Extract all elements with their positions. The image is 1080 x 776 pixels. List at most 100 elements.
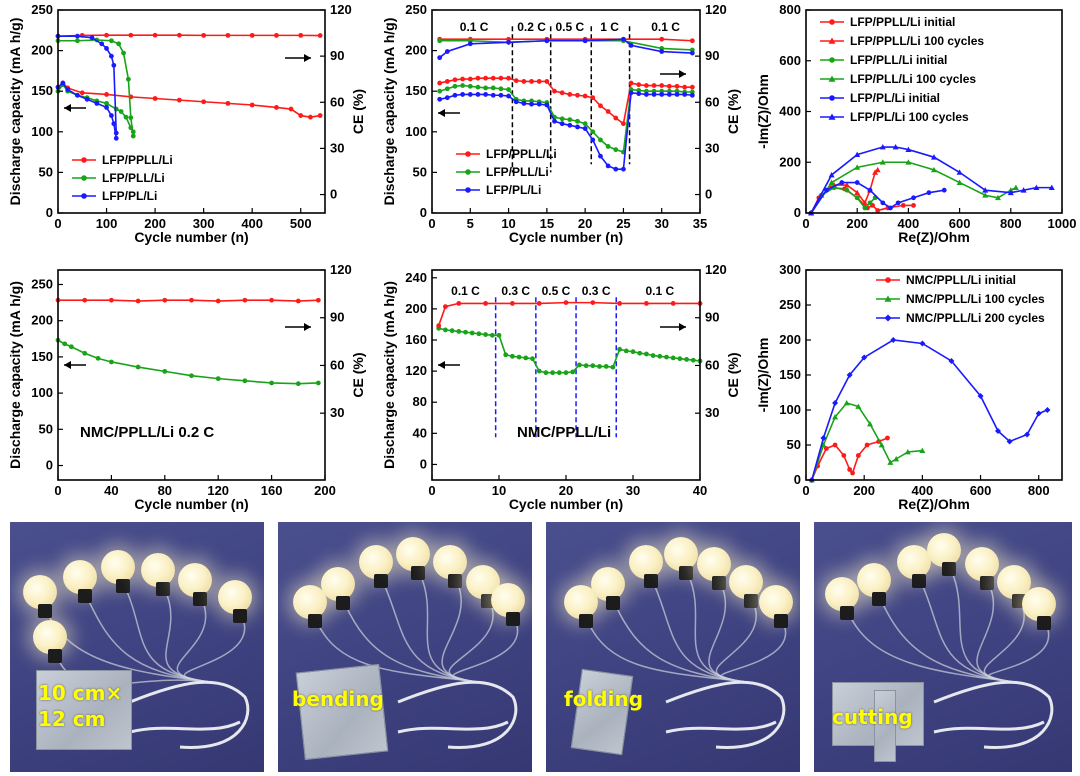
data-point (437, 88, 443, 94)
y-tick-label: 160 (405, 332, 427, 347)
data-point (104, 32, 109, 38)
series-line (438, 327, 701, 374)
photo-flat-pouch: 10 cm× 12 cm (10, 522, 264, 772)
legend-label: NMC/PPLL/Li 200 cycles (906, 311, 1045, 325)
legend-marker (829, 19, 835, 25)
data-point (690, 357, 696, 363)
data-point (1020, 187, 1027, 193)
series-nmc-ppll-li (436, 325, 703, 376)
plot-frame (431, 9, 701, 214)
rate-label: 0.1 C (651, 20, 680, 34)
data-point (621, 166, 626, 172)
data-point (880, 200, 886, 206)
data-point (162, 368, 168, 374)
data-point (628, 80, 634, 86)
series-line (57, 339, 319, 385)
data-point (684, 357, 689, 362)
data-point (249, 102, 255, 108)
data-point (590, 137, 596, 143)
data-point (467, 41, 473, 47)
data-point (613, 115, 619, 121)
data-point (850, 470, 855, 476)
data-point (109, 359, 114, 365)
data-point (636, 82, 642, 88)
chart-annotation: NMC/PPLL/Li (517, 424, 611, 441)
data-point (82, 297, 88, 303)
data-point (75, 33, 80, 39)
led-bulb (927, 533, 961, 567)
series-line (439, 38, 693, 59)
data-point (135, 298, 141, 304)
y-tick-label: 200 (31, 313, 53, 328)
bulb-socket (411, 566, 425, 580)
led-bulb (218, 580, 252, 614)
data-point (523, 355, 529, 361)
legend-label: LFP/PL/Li (486, 183, 541, 197)
wire (920, 581, 1015, 683)
legend-marker (828, 75, 836, 82)
wire (452, 619, 519, 683)
data-point (885, 435, 890, 441)
y2-tick-label: 90 (330, 48, 344, 63)
data-point (536, 301, 542, 306)
x-axis-label: Re(Z)/Ohm (898, 229, 970, 245)
data-point (879, 144, 886, 150)
data-point (689, 50, 695, 56)
data-point (498, 92, 504, 98)
x-tick-label: 0 (428, 216, 435, 231)
x-axis-label: Cycle number (n) (134, 496, 248, 512)
data-point (552, 118, 557, 124)
series-line (439, 77, 693, 126)
series-line (811, 402, 923, 481)
wire (448, 601, 494, 683)
data-point (498, 75, 504, 81)
data-point (644, 351, 649, 357)
y-tick-label: 200 (405, 301, 427, 316)
y-tick-label: 200 (779, 154, 801, 169)
data-point (452, 83, 458, 89)
data-point (846, 372, 853, 378)
data-point (689, 84, 695, 90)
data-point (919, 340, 926, 347)
y-tick-label: 150 (779, 367, 801, 382)
wire-black-clip (129, 720, 241, 734)
data-point (189, 373, 194, 379)
legend-item: LFP/PL/Li (456, 183, 541, 197)
bulb-socket (1037, 616, 1051, 630)
legend-item: LFP/PLL/Li 100 cycles (820, 72, 976, 86)
data-point (113, 130, 119, 136)
data-point (116, 41, 122, 47)
bulb-socket (840, 606, 854, 620)
data-point (590, 363, 596, 369)
x-tick-label: 120 (207, 483, 229, 498)
data-point (689, 38, 695, 44)
data-point (536, 79, 542, 84)
legend-marker (884, 295, 892, 302)
chart-d: 0 40 80 120 160 200050100150200250306090120Cy… (7, 262, 366, 512)
legend-marker (828, 37, 836, 44)
legend-label: LFP/PL/Li 100 cycles (850, 110, 969, 124)
bulb-socket (774, 614, 788, 628)
rate-label: 0.1 C (460, 20, 489, 34)
data-point (598, 103, 603, 109)
series-nmc-ppll-li-200-cycles (808, 337, 1051, 483)
data-point (503, 352, 509, 358)
data-point (862, 205, 868, 211)
legend-item: LFP/PPLL/Li (72, 153, 173, 167)
led-bulb (629, 545, 663, 579)
data-point (563, 300, 569, 306)
series-lfp-pl-li-ce (55, 33, 119, 136)
pouch-battery-piece (874, 690, 896, 762)
data-point (315, 380, 321, 386)
data-point (269, 297, 274, 303)
legend-label: LFP/PPLL/Li (102, 153, 173, 167)
data-point (854, 164, 861, 170)
data-point (152, 32, 158, 38)
rate-label: 0.5 C (555, 20, 584, 34)
data-point (189, 297, 194, 303)
x-tick-label: 500 (290, 216, 312, 231)
data-point (682, 84, 688, 90)
x-tick-label: 15 (540, 216, 554, 231)
data-point (490, 92, 496, 98)
wire-black-clip (933, 720, 1045, 734)
